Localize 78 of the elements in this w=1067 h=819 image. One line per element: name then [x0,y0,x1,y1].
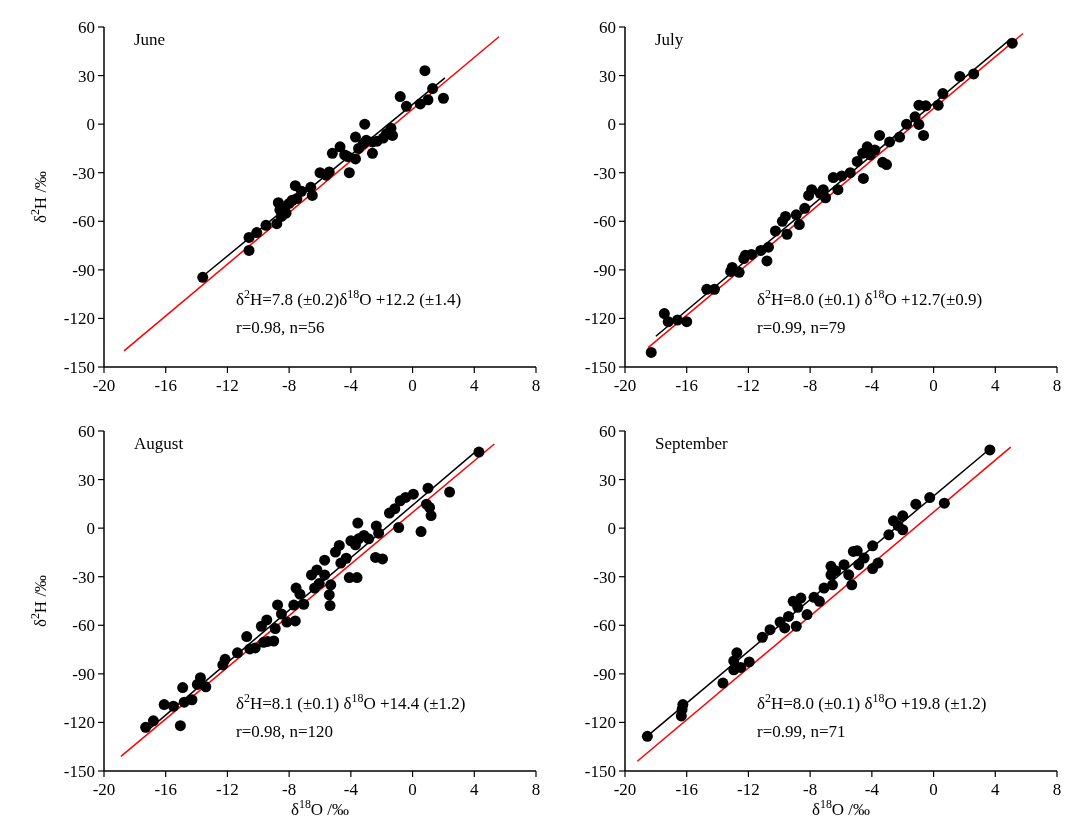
x-tick-label: -16 [154,780,178,799]
y-tick-label: 30 [78,66,95,86]
y-tick-label: 0 [86,115,95,135]
y-tick-label: -90 [593,664,616,684]
y-tick-label: -150 [63,761,95,781]
y-tick-label: -90 [72,664,95,684]
x-tick-label: -4 [864,376,880,395]
annotation: July [655,30,684,49]
x-tick-label: -16 [675,780,699,799]
annotation: r=0.99, n=71 [757,722,846,741]
annotation: δ$^{2}$H=7.8 (±0.2)δ$^{18}$O +12.2 (±1.4) [236,287,462,309]
y-tick-label: -150 [584,761,616,781]
y-tick-label: -30 [72,567,95,587]
x-tick-label: 0 [929,376,938,395]
x-tick-label: -12 [737,376,760,395]
y-tick-label: -90 [72,260,95,280]
x-tick-label: 8 [531,780,541,799]
y-tick-label: -60 [72,212,95,232]
x-tick-label: 4 [470,376,480,395]
annotation: r=0.98, n=120 [236,722,334,741]
x-tick-label: -4 [343,780,359,799]
x-tick-label: 8 [1052,376,1062,395]
annotation: δ$^{2}$H=8.1 (±0.1) δ$^{18}$O +14.4 (±1.2) [236,691,466,713]
y-tick-label: -30 [593,567,616,587]
annotation: August [134,434,184,453]
y-tick-label: 30 [599,66,616,86]
y-tick-label: -120 [584,713,616,733]
y-tick-label: 30 [599,470,616,490]
x-tick-label: 8 [531,376,541,395]
x-tick-label: 8 [1052,780,1062,799]
x-tick-label: -20 [613,376,637,395]
x-tick-label: -20 [92,376,116,395]
annotation: δ$^{2}$H=8.0 (±0.1) δ$^{18}$O +12.7(±0.9) [757,287,983,309]
x-tick-label: 4 [991,780,1001,799]
x-tick-label: -4 [343,376,359,395]
x-tick-label: -12 [737,780,760,799]
y-tick-label: 60 [599,421,616,441]
x-tick-label: -12 [216,780,239,799]
y-tick-label: 60 [78,421,95,441]
x-tick-label: -8 [803,376,818,395]
annotation: δ$^{2}$H=8.0 (±0.1) δ$^{18}$O +19.8 (±1.2) [757,691,987,713]
y-tick-label: -60 [593,212,616,232]
y-tick-label: 60 [78,17,95,37]
x-axis-title: δ$^{18}$O /‰ [811,797,871,819]
x-tick-label: -20 [613,780,637,799]
y-tick-label: -60 [72,616,95,636]
x-tick-label: 4 [470,780,480,799]
y-tick-label: -30 [72,163,95,183]
y-tick-label: -30 [593,163,616,183]
y-tick-label: -150 [63,357,95,377]
x-tick-label: -8 [282,376,297,395]
x-axis-title: δ$^{18}$O /‰ [290,797,350,819]
x-tick-label: 0 [929,780,938,799]
y-tick-label: -60 [593,616,616,636]
x-tick-label: -4 [864,780,880,799]
y-tick-label: -90 [593,260,616,280]
y-tick-label: 0 [86,519,95,539]
x-tick-label: -16 [154,376,178,395]
y-tick-label: 60 [599,17,616,37]
annotation: June [134,30,166,49]
y-tick-label: 0 [607,115,616,135]
x-tick-label: 0 [408,376,417,395]
x-tick-label: 0 [408,780,417,799]
x-tick-label: -16 [675,376,699,395]
y-tick-label: -150 [584,357,616,377]
annotation: September [655,434,729,453]
x-tick-label: -8 [803,780,818,799]
x-tick-label: 4 [991,376,1001,395]
x-tick-label: -20 [92,780,116,799]
annotation: r=0.98, n=56 [236,318,325,337]
y-tick-label: 30 [78,470,95,490]
x-tick-label: -12 [216,376,239,395]
y-tick-label: 0 [607,519,616,539]
y-tick-label: -120 [63,309,95,329]
annotation: r=0.99, n=79 [757,318,846,337]
y-tick-label: -120 [63,713,95,733]
y-tick-label: -120 [584,309,616,329]
x-tick-label: -8 [282,780,297,799]
